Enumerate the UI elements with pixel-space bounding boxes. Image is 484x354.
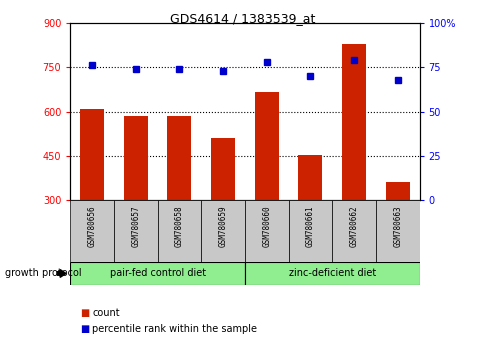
Bar [80,109,104,200]
Bar [298,155,322,200]
Bar [288,200,332,262]
Bar [123,116,148,200]
Bar [157,200,201,262]
Bar [341,44,365,200]
Bar [385,182,409,200]
Bar [211,138,235,200]
Text: GDS4614 / 1383539_at: GDS4614 / 1383539_at [169,12,315,25]
Text: ■: ■ [80,324,89,334]
Text: count: count [92,308,120,318]
Text: zinc-deficient diet: zinc-deficient diet [288,268,375,279]
Text: GSM780663: GSM780663 [393,205,401,247]
Text: growth protocol: growth protocol [5,268,81,279]
Bar [201,200,244,262]
Text: GSM780662: GSM780662 [349,205,358,247]
Bar [244,200,288,262]
Text: GSM780658: GSM780658 [175,205,183,247]
Bar [70,200,114,262]
Bar [244,262,419,285]
Text: GSM780659: GSM780659 [218,205,227,247]
Text: ■: ■ [80,308,89,318]
Bar [254,92,278,200]
Text: GSM780656: GSM780656 [88,205,96,247]
Bar [114,200,157,262]
Text: GSM780657: GSM780657 [131,205,140,247]
Text: GSM780661: GSM780661 [305,205,314,247]
Text: percentile rank within the sample: percentile rank within the sample [92,324,257,334]
Bar [70,262,244,285]
Bar [167,116,191,200]
Text: pair-fed control diet: pair-fed control diet [109,268,205,279]
Bar [375,200,419,262]
Bar [332,200,375,262]
Text: GSM780660: GSM780660 [262,205,271,247]
